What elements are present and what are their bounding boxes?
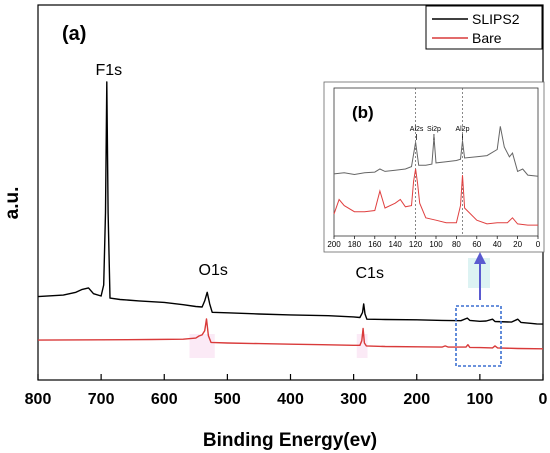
x-axis-ticks: 800 700 600 500 400 300 200 100 0 — [25, 374, 548, 408]
legend: SLIPS2 Bare — [425, 5, 543, 50]
inset-peak-annotation: Si2p — [427, 126, 441, 133]
peak-labels: F1s O1s C1s — [95, 62, 383, 282]
x-tick-label: 600 — [151, 391, 178, 408]
inset-background — [323, 81, 545, 253]
inset-reference-lines — [415, 88, 463, 236]
x-tick-label: 300 — [340, 391, 367, 408]
inset-tick-label: 200 — [327, 240, 341, 249]
inset-tick-label: 0 — [536, 240, 541, 249]
zoom-region-box — [455, 305, 502, 367]
y-axis-title: a.u. — [2, 187, 23, 220]
peak-highlight-band — [189, 334, 215, 358]
series-lines — [37, 81, 544, 350]
x-tick-label: 100 — [467, 391, 494, 408]
inset-tick-label: 20 — [513, 240, 522, 249]
x-tick-label: 0 — [539, 391, 548, 408]
legend-label-bare: Bare — [472, 30, 502, 46]
legend-label-slips2: SLIPS2 — [472, 11, 520, 27]
x-tick-label: 500 — [214, 391, 241, 408]
legend-box — [425, 5, 543, 50]
inset-tick-label: 100 — [429, 240, 443, 249]
x-tick-label: 700 — [88, 391, 115, 408]
inset-tick-label: 140 — [389, 240, 403, 249]
inset-tick-label: 60 — [472, 240, 481, 249]
inset-peak-annotation: Al2p — [456, 126, 470, 133]
inset-chart: (b) Al2s Si2p Al2p 200 180 160 140 120 100 80 60 4… — [323, 81, 545, 253]
peak-label: O1s — [199, 262, 228, 279]
inset-tick-label: 180 — [348, 240, 362, 249]
inset-annotations: Al2s Si2p Al2p — [410, 126, 470, 140]
inset-tick-label: 120 — [409, 240, 423, 249]
x-axis-title: Binding Energy(ev) — [203, 430, 377, 451]
inset-peak-annotation: Al2s — [410, 126, 424, 133]
inset-x-ticks: 200 180 160 140 120 100 80 60 40 20 0 — [327, 236, 541, 249]
inset-series-line-1 — [333, 168, 538, 226]
panel-label-b: (b) — [352, 103, 374, 122]
inset-tick-label: 160 — [368, 240, 382, 249]
series-line-slips2 — [37, 81, 544, 325]
inset-series-lines — [333, 126, 539, 226]
inset-series-line-0 — [333, 126, 539, 177]
panel-label-a: (a) — [62, 23, 86, 45]
peak-label: F1s — [95, 62, 122, 79]
x-tick-label: 400 — [277, 391, 304, 408]
inset-tick-label: 40 — [493, 240, 502, 249]
x-tick-label: 800 — [25, 391, 52, 408]
peak-highlight-band — [356, 334, 368, 358]
zoom-arrow-head — [474, 252, 486, 264]
series-line-bare — [37, 318, 544, 350]
x-tick-label: 200 — [403, 391, 430, 408]
peak-label: C1s — [355, 265, 383, 282]
inset-tick-label: 80 — [452, 240, 461, 249]
